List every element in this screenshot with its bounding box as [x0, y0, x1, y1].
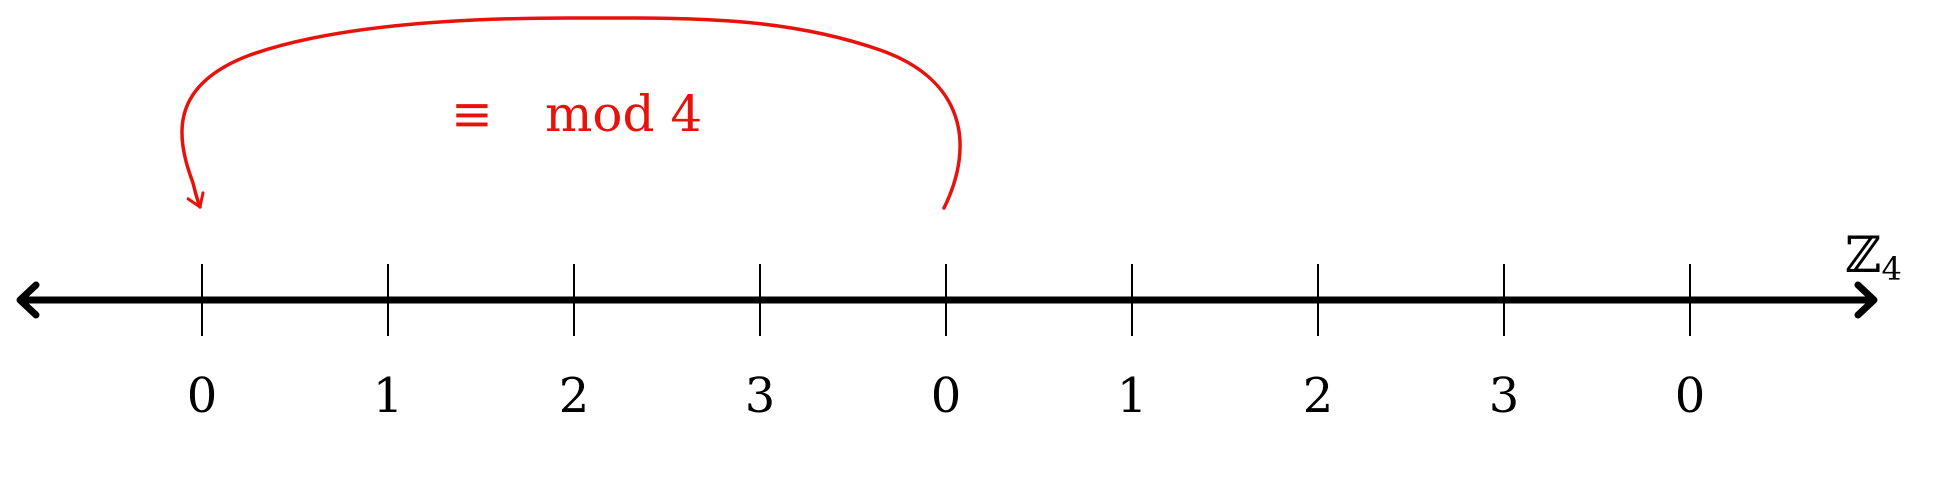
tick-label: 2 [559, 368, 590, 424]
tick-label: 0 [187, 368, 218, 424]
tick-group: 0 1 2 3 0 1 2 3 0 [187, 264, 1706, 424]
congruence-arrow [180, 16, 962, 210]
tick-label: 0 [931, 368, 962, 424]
tick-label: 2 [1303, 368, 1334, 424]
set-symbol: ℤ [1845, 226, 1882, 284]
tick-label: 0 [1675, 368, 1706, 424]
left-arrow-icon [16, 281, 40, 319]
modulus-label: mod 4 [545, 85, 702, 143]
congruence-symbol: ≡ [451, 85, 493, 143]
tick-label: 3 [1489, 368, 1520, 424]
set-subscript: 4 [1882, 250, 1902, 288]
tick-label: 1 [1117, 368, 1148, 424]
set-label: ℤ4 [1845, 226, 1902, 288]
tick-label: 1 [373, 368, 404, 424]
tick-label: 3 [745, 368, 776, 424]
right-arrow-icon [1854, 281, 1878, 319]
